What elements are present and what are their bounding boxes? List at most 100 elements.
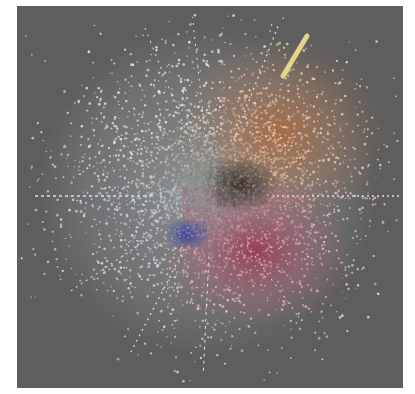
cloud-dot xyxy=(233,299,237,303)
cloud-dot xyxy=(272,228,275,231)
cloud-dot xyxy=(152,96,155,98)
cloud-dot xyxy=(169,206,171,208)
cloud-dot xyxy=(235,134,237,137)
cloud-dot xyxy=(263,263,266,266)
cloud-dot xyxy=(130,240,132,242)
cloud-dot xyxy=(286,143,289,146)
cloud-dot xyxy=(216,125,219,129)
cloud-dot xyxy=(145,231,148,234)
cloud-dot xyxy=(182,86,186,90)
cloud-dot xyxy=(182,63,186,66)
cloud-dot xyxy=(195,222,198,225)
cloud-dot xyxy=(192,169,196,173)
cloud-dot xyxy=(36,180,39,182)
cloud-dot xyxy=(51,163,54,166)
cloud-dot xyxy=(237,174,240,177)
cloud-dot xyxy=(247,189,250,192)
cloud-dot xyxy=(262,205,266,208)
cloud-dot xyxy=(146,147,148,149)
cloud-dot xyxy=(294,185,297,187)
cloud-dot xyxy=(268,53,270,55)
cloud-dot xyxy=(223,223,226,226)
cloud-dot xyxy=(197,264,200,266)
cloud-dot xyxy=(173,282,177,286)
cloud-dot xyxy=(221,195,224,198)
cloud-dot xyxy=(259,172,262,175)
cloud-dot xyxy=(251,158,253,161)
cloud-dot xyxy=(145,60,148,63)
cloud-dot xyxy=(326,205,328,207)
cloud-dot xyxy=(271,134,275,137)
cloud-dot xyxy=(225,188,228,191)
cloud-dot xyxy=(274,189,276,192)
cloud-dot xyxy=(219,266,222,269)
cloud-dot xyxy=(176,181,179,184)
cloud-dot xyxy=(270,148,273,150)
cloud-dot xyxy=(345,283,349,286)
cloud-dot xyxy=(297,131,301,135)
cloud-dot xyxy=(167,208,171,211)
cloud-dot xyxy=(115,148,118,151)
cloud-dot xyxy=(228,251,230,253)
cloud-dot xyxy=(293,122,296,126)
cloud-dot xyxy=(248,119,252,122)
cloud-dot xyxy=(100,261,104,265)
cloud-dot xyxy=(351,264,354,267)
cloud-dot xyxy=(118,117,121,120)
cloud-dot xyxy=(185,276,188,278)
cloud-dot xyxy=(313,197,316,200)
cloud-dot xyxy=(341,78,344,81)
cloud-dot xyxy=(252,112,255,114)
cloud-dot xyxy=(108,215,110,218)
cloud-dot xyxy=(178,235,181,238)
cloud-dot xyxy=(333,197,336,199)
cloud-dot xyxy=(274,171,277,175)
cloud-dot xyxy=(279,204,282,207)
cloud-dot xyxy=(182,141,185,145)
cloud-dot xyxy=(127,181,130,184)
cloud-dot xyxy=(190,103,193,106)
cloud-dot xyxy=(180,157,183,159)
cloud-dot xyxy=(335,249,338,252)
cloud-dot xyxy=(205,185,209,189)
cloud-dot xyxy=(164,160,167,163)
cloud-dot xyxy=(237,77,241,80)
cloud-dot xyxy=(387,230,390,233)
cloud-dot xyxy=(115,296,119,300)
cloud-dot xyxy=(366,128,369,131)
cloud-dot xyxy=(247,202,249,204)
cloud-dot xyxy=(302,97,305,100)
cloud-dot xyxy=(214,157,217,160)
cloud-dot xyxy=(55,177,57,180)
cloud-dot xyxy=(366,197,369,200)
cloud-dot xyxy=(218,105,222,109)
cloud-dot xyxy=(321,263,324,266)
cloud-dot xyxy=(365,182,369,186)
cloud-dot xyxy=(278,299,280,302)
cloud-dot xyxy=(115,205,118,208)
cloud-dot xyxy=(177,106,180,110)
cloud-dot xyxy=(127,116,129,118)
cloud-dot xyxy=(138,190,141,193)
cloud-dot xyxy=(220,89,222,91)
cloud-dot xyxy=(346,217,349,220)
cloud-dot xyxy=(129,160,131,162)
cloud-dot xyxy=(269,199,272,202)
cloud-dot xyxy=(287,185,289,187)
cloud-dot xyxy=(186,216,188,219)
cloud-dot xyxy=(321,358,324,361)
cloud-dot xyxy=(320,93,323,96)
cloud-dot xyxy=(159,309,163,313)
cloud-dot xyxy=(237,67,240,70)
cloud-dot xyxy=(172,187,176,191)
cloud-dot xyxy=(166,283,169,286)
cloud-dot xyxy=(209,165,213,168)
cloud-dot xyxy=(204,114,207,117)
cloud-dot xyxy=(270,293,273,295)
cloud-dot xyxy=(247,241,250,245)
cloud-dot xyxy=(266,297,269,300)
cloud-dot xyxy=(143,342,147,345)
cloud-dot xyxy=(231,233,234,235)
cloud-dot xyxy=(248,88,251,92)
cloud-dot xyxy=(333,135,336,138)
